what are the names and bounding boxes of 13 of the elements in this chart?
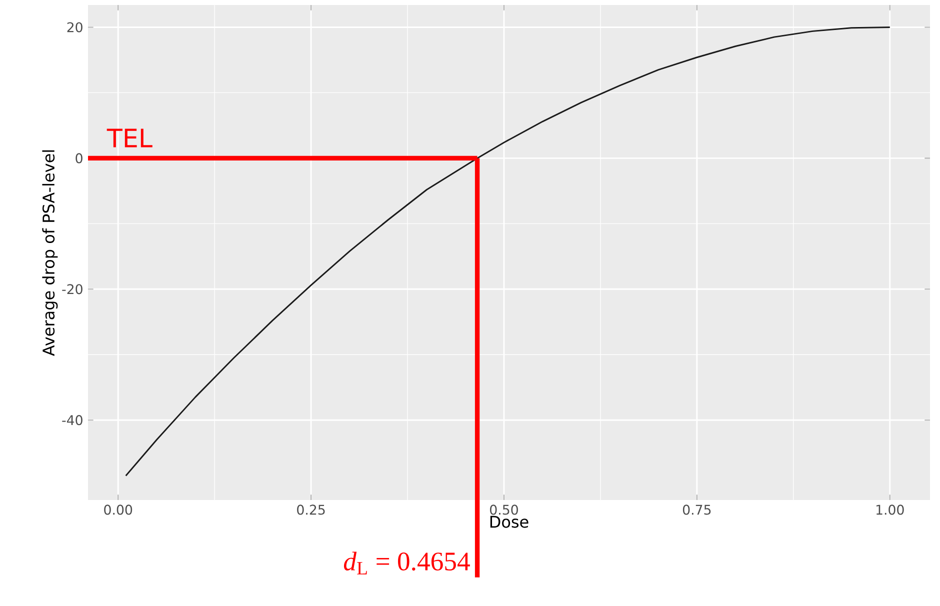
y-tick-label: 20	[67, 22, 82, 32]
x-tick-label: 0.25	[297, 504, 325, 515]
x-tick-label: 0.75	[682, 504, 711, 515]
ref-line-label: TEL	[106, 128, 152, 148]
x-axis-title: Dose	[490, 516, 528, 528]
y-tick-label: 0	[76, 153, 82, 164]
ref-line-label: d$_{L}$ = 0.4654	[344, 552, 470, 574]
y-axis-title: Average drop of PSA-level	[42, 150, 58, 356]
x-tick-label: 0.50	[490, 504, 518, 515]
x-tick-label: 0.00	[104, 504, 132, 515]
x-tick-label: 1.00	[876, 504, 904, 515]
y-tick-label: -40	[62, 415, 82, 426]
y-tick-label: -20	[62, 284, 82, 294]
